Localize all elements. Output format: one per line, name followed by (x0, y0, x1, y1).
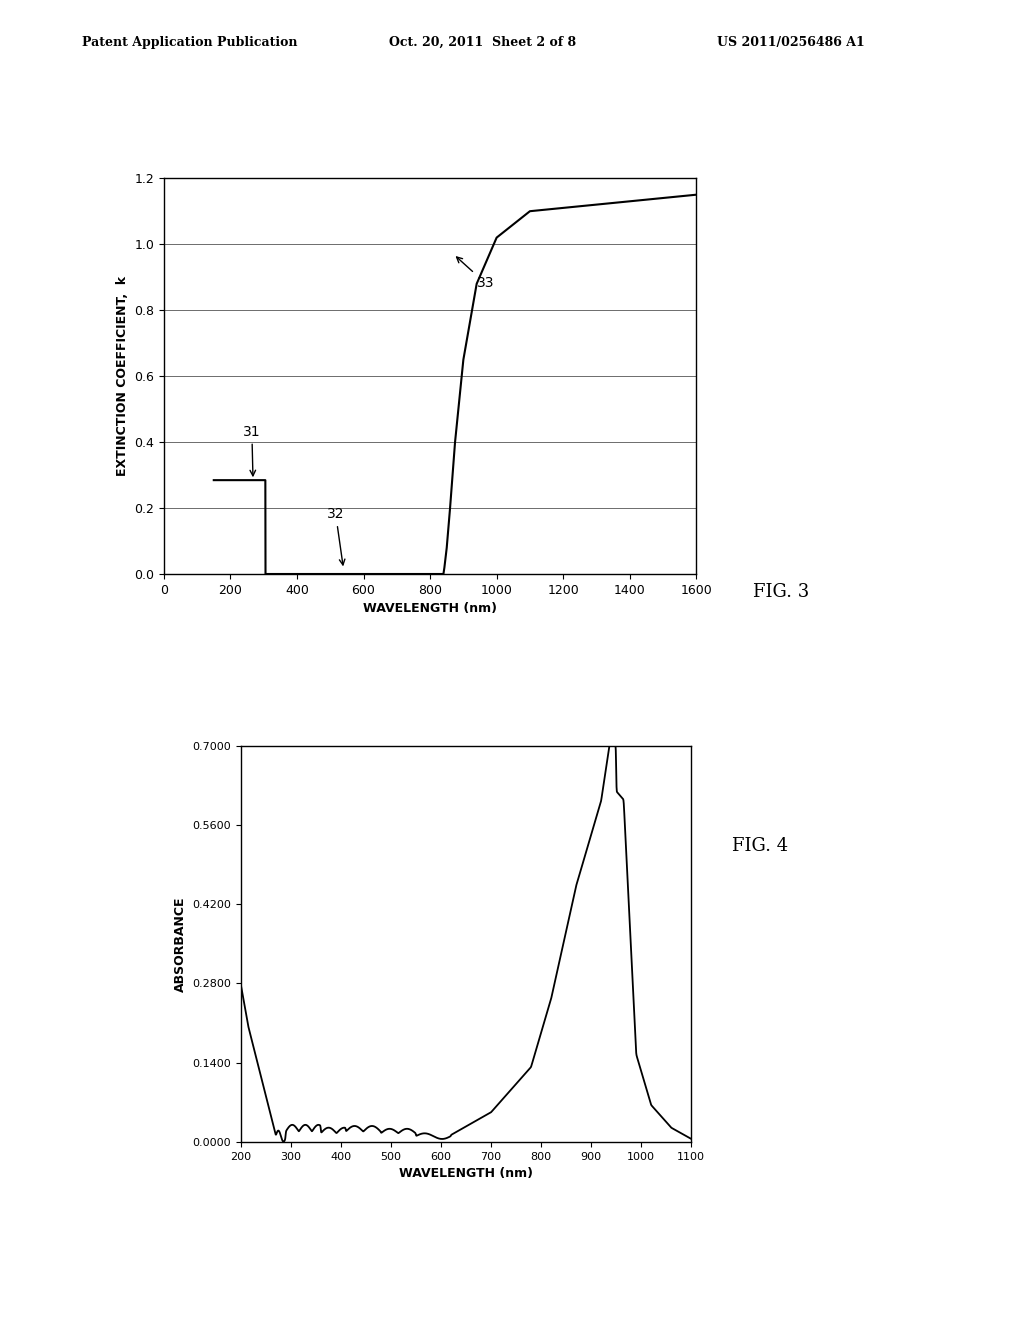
Text: 33: 33 (457, 257, 495, 290)
Text: FIG. 4: FIG. 4 (732, 837, 788, 855)
Text: Patent Application Publication: Patent Application Publication (82, 36, 297, 49)
X-axis label: WAVELENGTH (nm): WAVELENGTH (nm) (399, 1167, 532, 1180)
Text: FIG. 3: FIG. 3 (753, 582, 809, 601)
X-axis label: WAVELENGTH (nm): WAVELENGTH (nm) (364, 602, 497, 615)
Text: 32: 32 (327, 507, 345, 565)
Y-axis label: EXTINCTION COEFFICIENT,  k: EXTINCTION COEFFICIENT, k (116, 276, 129, 477)
Text: Oct. 20, 2011  Sheet 2 of 8: Oct. 20, 2011 Sheet 2 of 8 (389, 36, 577, 49)
Text: 31: 31 (243, 425, 261, 475)
Text: US 2011/0256486 A1: US 2011/0256486 A1 (717, 36, 864, 49)
Y-axis label: ABSORBANCE: ABSORBANCE (173, 896, 186, 991)
